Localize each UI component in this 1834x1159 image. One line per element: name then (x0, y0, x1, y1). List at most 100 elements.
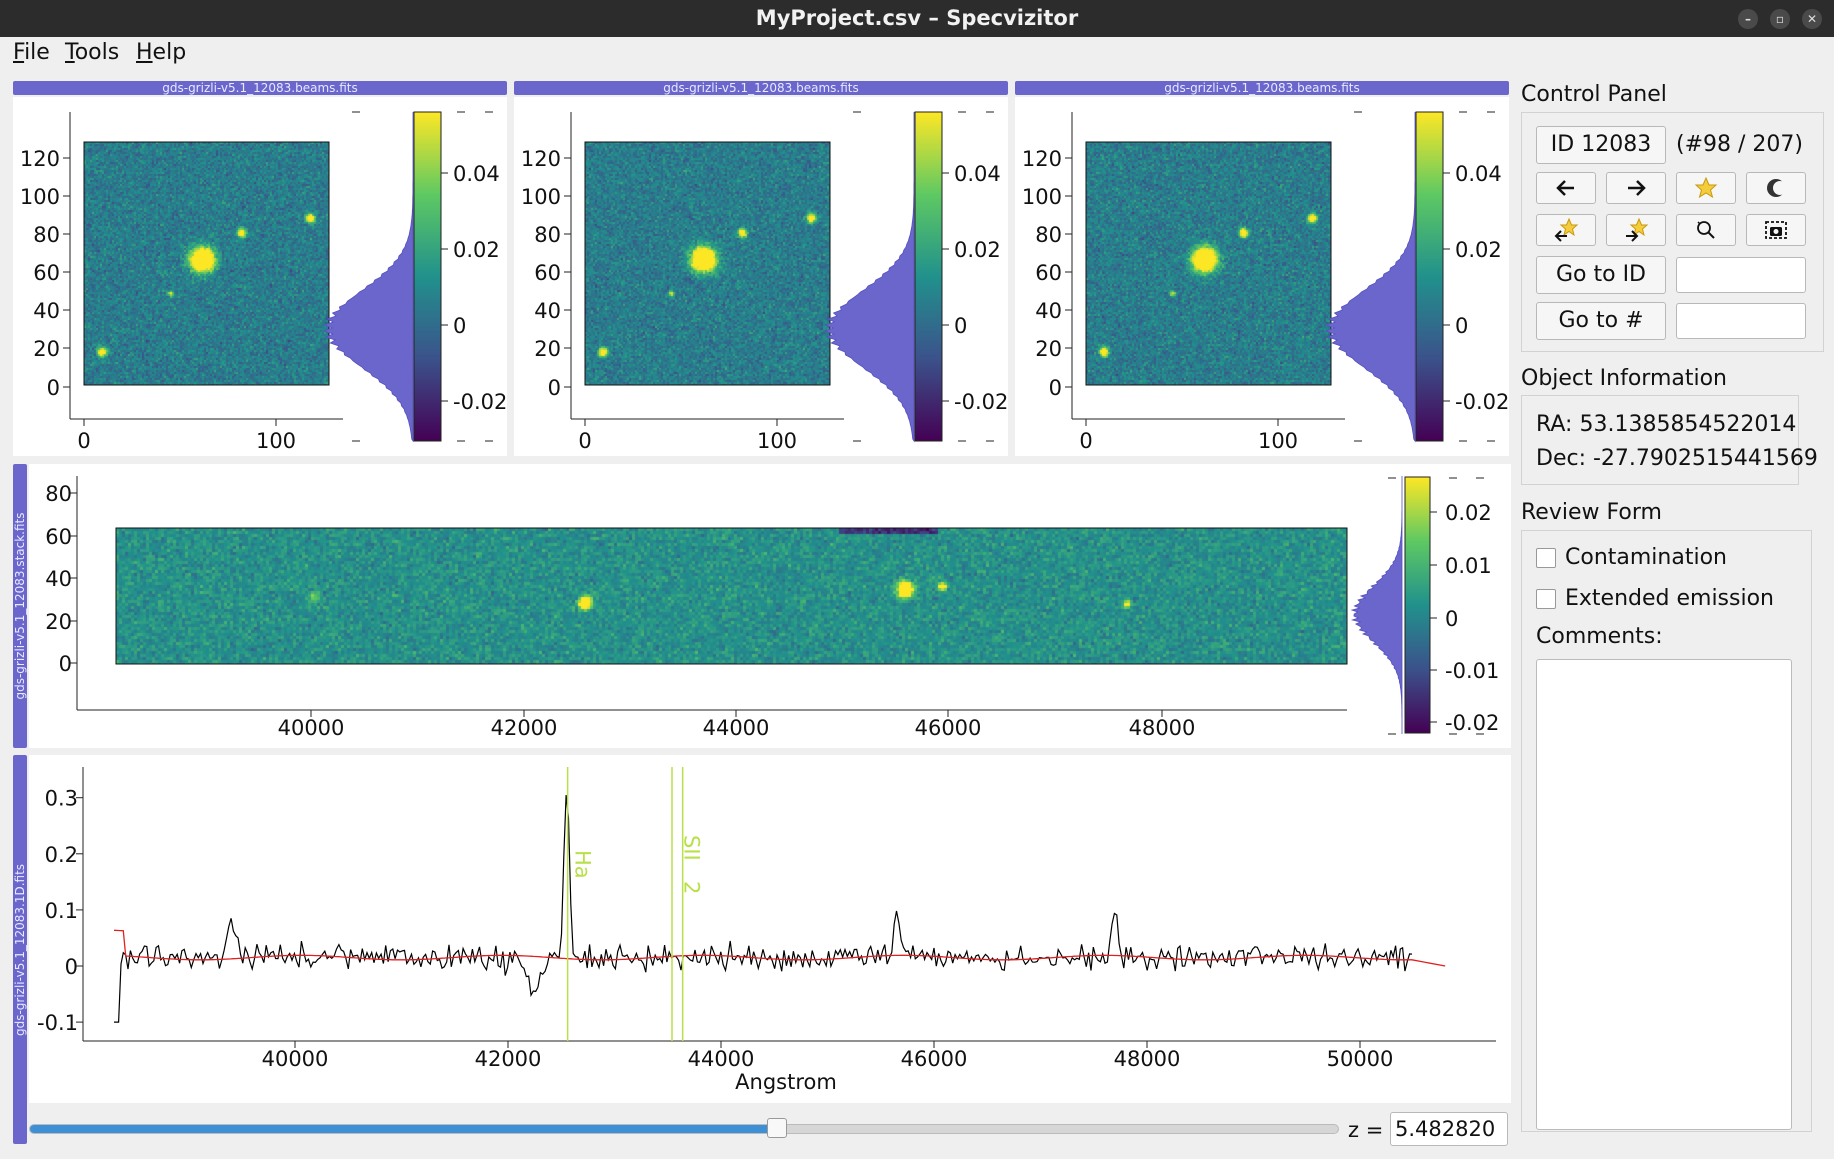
beam-title-1: gds-grizli-v5.1_12083.beams.fits (13, 81, 507, 95)
beam-image-3 (1086, 142, 1331, 385)
reset-view-button[interactable] (1676, 214, 1736, 246)
stack-image-canvas (116, 528, 1347, 664)
spectrum-flux-line (114, 794, 1413, 1023)
stack-title-bar: gds-grizli-v5.1_12083.stack.fits (13, 464, 27, 748)
screenshot-button[interactable] (1746, 214, 1806, 246)
stack-colorbar (1404, 476, 1431, 734)
stack-colorbar-label: 0 (1445, 607, 1458, 631)
menu-file[interactable]: File (13, 40, 50, 65)
beam-y-tick-label: 40 (1035, 299, 1062, 323)
beam-colorbar-label: -0.02 (453, 390, 507, 414)
go-to-number-input[interactable] (1676, 303, 1806, 339)
beam-x-tick-label: 100 (757, 429, 797, 453)
object-info-title: Object Information (1521, 366, 1727, 391)
beam-colorbar-label: 0.02 (954, 238, 1001, 262)
menu-help[interactable]: Help (136, 40, 187, 65)
next-starred-button[interactable] (1606, 214, 1666, 246)
beam-colorbar-label: 0.02 (1455, 238, 1502, 262)
beam-panel-1[interactable]: 120 100 80 60 40 20 0 0 100 0.04 0.02 0 -0.02 (13, 97, 507, 456)
close-icon[interactable]: ✕ (1802, 9, 1822, 29)
stack-image (116, 528, 1347, 664)
beam-image-frame (1085, 141, 1332, 386)
minimize-icon[interactable]: – (1738, 9, 1758, 29)
beam-x-tick-label: 0 (578, 429, 591, 453)
spectrum-x-tick-label: 42000 (475, 1047, 542, 1071)
beam-y-tick-label: 100 (1022, 185, 1062, 209)
beam-plot-3[interactable]: 120 100 80 60 40 20 0 0 100 0.04 0.02 0 -0.02 (1015, 97, 1509, 456)
dark-mode-button[interactable] (1746, 172, 1806, 204)
stack-x-tick-label: 46000 (915, 716, 982, 740)
object-id-button[interactable]: ID 12083 (1536, 126, 1666, 164)
go-to-number-button[interactable]: Go to # (1536, 302, 1666, 340)
beam-colorbar-label: 0 (954, 314, 967, 338)
stack-y-tick-label: 40 (45, 567, 72, 591)
spectrum-y-tick-label: 0.2 (45, 843, 78, 867)
stack-colorbar-label: 0.01 (1445, 554, 1492, 578)
beam-x-tick-label: 100 (1258, 429, 1298, 453)
stack-colorbar-label: -0.02 (1445, 711, 1499, 735)
stack-image-frame (115, 527, 1348, 665)
beam-x-tick-label: 0 (77, 429, 90, 453)
contamination-checkbox[interactable] (1536, 548, 1556, 568)
go-to-id-button[interactable]: Go to ID (1536, 256, 1666, 294)
previous-starred-button[interactable] (1536, 214, 1596, 246)
beam-histogram (823, 112, 915, 443)
beam-image-canvas (1086, 142, 1331, 385)
stack-x-tick-label: 42000 (491, 716, 558, 740)
screenshot-icon (1765, 221, 1787, 239)
spectrum-y-tick-label: 0.3 (45, 787, 78, 811)
maximize-icon[interactable]: ▫ (1770, 9, 1790, 29)
beam-x-tick-label: 0 (1079, 429, 1092, 453)
beam-histogram (322, 112, 414, 443)
comments-textarea[interactable] (1536, 659, 1792, 1130)
stack-x-tick-label: 40000 (278, 716, 345, 740)
spectrum-title-bar: gds-grizli-v5.1_12083.1D.fits (13, 755, 27, 1144)
beam-y-tick-label: 0 (1049, 376, 1062, 400)
beam-plot-1[interactable]: 120 100 80 60 40 20 0 0 100 0.04 0.02 0 -0.02 (13, 97, 507, 456)
stack-y-tick-label: 60 (45, 525, 72, 549)
emission-line-label-extra: 2 (680, 881, 704, 894)
redshift-input[interactable]: 5.482820 (1390, 1112, 1508, 1146)
beam-panel-2[interactable]: 120 100 80 60 40 20 0 0 100 0.04 0.02 0 -0.02 (514, 97, 1008, 456)
beam-title-3: gds-grizli-v5.1_12083.beams.fits (1015, 81, 1509, 95)
beam-y-tick-label: 40 (534, 299, 561, 323)
menu-tools[interactable]: Tools (65, 40, 120, 65)
spectrum-model-line (113, 929, 1446, 967)
stack-y-tick-label: 80 (45, 482, 72, 506)
star-button[interactable] (1676, 172, 1736, 204)
go-to-id-input[interactable] (1676, 257, 1806, 293)
beam-y-tick-label: 80 (33, 223, 60, 247)
beam-y-tick-label: 120 (20, 147, 60, 171)
object-position-label: (#98 / 207) (1676, 132, 1803, 157)
stack-x-tick-label: 44000 (703, 716, 770, 740)
prev-starred-icon (1554, 217, 1579, 242)
stack-panel[interactable]: 80 60 40 20 0 40000 42000 44000 46000 48000 0.02 0.… (29, 464, 1511, 748)
spectrum-title: gds-grizli-v5.1_12083.1D.fits (13, 863, 27, 1036)
next-button[interactable] (1606, 172, 1666, 204)
beam-plot-2[interactable]: 120 100 80 60 40 20 0 0 100 0.04 0.02 0 -0.02 (514, 97, 1008, 456)
spectrum-y-tick-label: -0.1 (37, 1011, 78, 1035)
beam-y-tick-label: 80 (1035, 223, 1062, 247)
window-titlebar: MyProject.csv – Specvizitor – ▫ ✕ (0, 0, 1834, 37)
beam-y-tick-label: 20 (1035, 337, 1062, 361)
window-title: MyProject.csv – Specvizitor (755, 6, 1079, 30)
stack-title: gds-grizli-v5.1_12083.stack.fits (13, 512, 27, 700)
ra-value: RA: 53.1385854522014 (1536, 412, 1797, 437)
contamination-label: Contamination (1565, 545, 1727, 570)
spectrum-x-tick-label: 44000 (688, 1047, 755, 1071)
beam-y-tick-label: 60 (33, 261, 60, 285)
redshift-slider[interactable] (29, 1118, 1339, 1138)
extended-emission-checkbox[interactable] (1536, 589, 1556, 609)
redshift-slider-handle[interactable] (767, 1118, 787, 1138)
stack-colorbar-label: -0.01 (1445, 659, 1499, 683)
beam-colorbar-label: 0 (1455, 314, 1468, 338)
spectrum-panel[interactable]: 0.3 0.2 0.1 0 -0.1 40000 42000 44000 46000 48000 5… (29, 755, 1511, 1103)
previous-button[interactable] (1536, 172, 1596, 204)
beam-y-tick-label: 40 (33, 299, 60, 323)
emission-line-label-sii: SII 2 (680, 835, 704, 894)
beam-colorbar-label: 0 (453, 314, 466, 338)
beam-panel-3[interactable]: 120 100 80 60 40 20 0 0 100 0.04 0.02 0 -0.02 (1015, 97, 1509, 456)
spectrum-plot[interactable]: 0.3 0.2 0.1 0 -0.1 40000 42000 44000 46000 48000 5… (29, 755, 1511, 1103)
beam-colorbar (1415, 111, 1444, 442)
stack-image-plot[interactable]: 80 60 40 20 0 40000 42000 44000 46000 48000 0.02 0.… (29, 464, 1511, 748)
